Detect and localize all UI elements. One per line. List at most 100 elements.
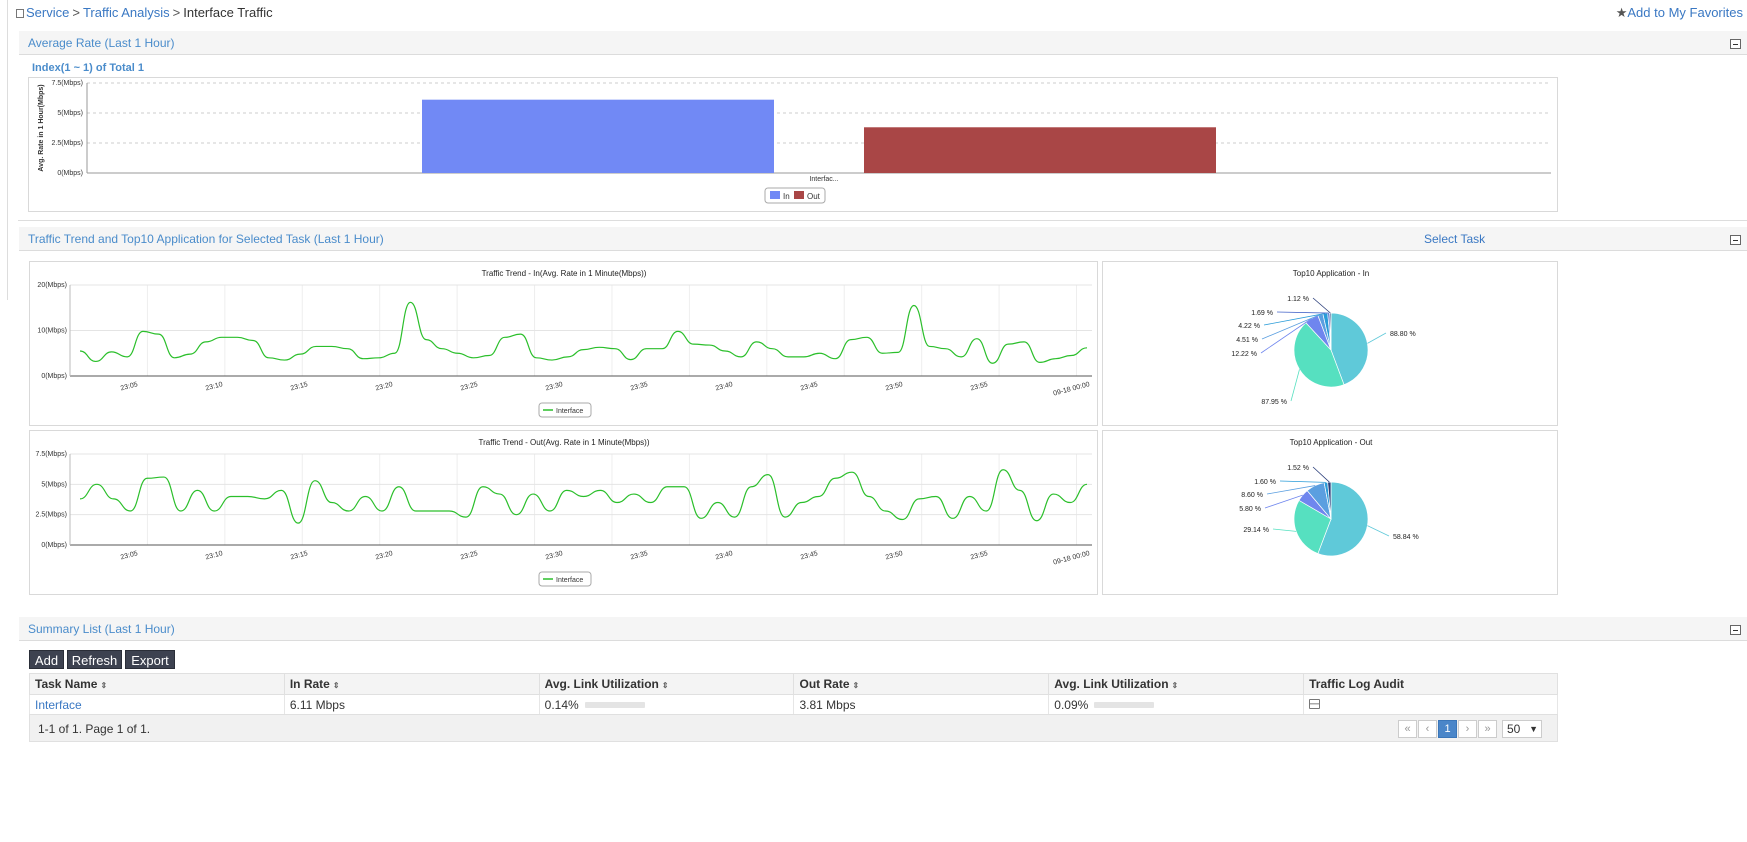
- breadcrumb-sep: >: [72, 5, 80, 20]
- col-label: In Rate: [289, 677, 330, 691]
- col-in-util[interactable]: Avg. Link Utilization ⇕: [538, 673, 795, 695]
- add-button[interactable]: Add: [29, 650, 64, 669]
- pager-text: 1-1 of 1. Page 1 of 1.: [38, 722, 151, 736]
- col-label: Avg. Link Utilization: [1054, 677, 1169, 691]
- series-line-interface: [79, 469, 1088, 524]
- last-page-button[interactable]: »: [1478, 720, 1497, 738]
- y-tick-label: 5(Mbps): [57, 110, 83, 117]
- select-task-link[interactable]: Select Task: [1424, 232, 1486, 246]
- col-task-name[interactable]: Task Name ⇕: [29, 673, 285, 695]
- divider: [18, 220, 1747, 221]
- pie-label: 29.14 %: [1243, 527, 1269, 534]
- trend-in-box: Traffic Trend - In(Avg. Rate in 1 Minute…: [29, 261, 1098, 426]
- in-util-value: 0.14%: [544, 697, 579, 712]
- x-tick-label: 23:55: [970, 550, 989, 561]
- pie-slice: [1329, 312, 1332, 351]
- x-tick-label: 23:30: [545, 381, 564, 392]
- pie-leader-line: [1312, 466, 1330, 483]
- top10-in-box: Top10 Application - In 88.80 % 87.95 % 12.2…: [1102, 261, 1558, 426]
- star-icon: ★: [1615, 5, 1628, 20]
- col-out-rate[interactable]: Out Rate ⇕: [793, 673, 1050, 695]
- legend-label-in: In: [783, 192, 790, 201]
- panel-average-rate-header: Average Rate (Last 1 Hour): [19, 31, 1747, 55]
- y-tick-label: 7.5(Mbps): [35, 451, 67, 458]
- bar-in: [422, 99, 774, 173]
- collapse-icon[interactable]: [1730, 235, 1741, 245]
- sort-icon: ⇕: [100, 681, 108, 690]
- y-axis-label: Avg. Rate in 1 Hour(Mbps): [38, 84, 45, 171]
- x-tick-label: 23:50: [885, 381, 904, 392]
- add-favorites-link[interactable]: ★Add to My Favorites: [1616, 5, 1743, 21]
- log-audit-icon[interactable]: [1309, 698, 1321, 709]
- pie-label: 4.51 %: [1236, 337, 1258, 344]
- x-tick-label: 23:35: [630, 381, 649, 392]
- collapse-icon[interactable]: [1730, 625, 1741, 635]
- breadcrumb-current: Interface Traffic: [183, 5, 273, 20]
- chart-title: Top10 Application - Out: [1290, 438, 1373, 447]
- panel-title: Summary List (Last 1 Hour): [28, 622, 175, 636]
- chevron-down-icon: ▼: [1529, 724, 1538, 734]
- breadcrumb-sep: >: [172, 5, 181, 20]
- pie-label: 87.95 %: [1261, 399, 1287, 406]
- pie-leader-line: [1260, 318, 1312, 354]
- x-tick-label: Interfac...: [809, 176, 838, 183]
- pie-label: 5.80 %: [1239, 506, 1261, 513]
- top10-out-pie: Top10 Application - Out 58.84 % 29.14 % 5.8…: [1239, 438, 1419, 557]
- legend-label-out: Out: [807, 192, 821, 201]
- top10-out-box: Top10 Application - Out 58.84 % 29.14 % 5.8…: [1102, 430, 1558, 595]
- pie-label: 8.60 %: [1241, 492, 1263, 499]
- pie-leader-line: [1261, 314, 1321, 340]
- panel-title: Traffic Trend and Top10 Application for …: [28, 232, 384, 246]
- refresh-button[interactable]: Refresh: [67, 650, 122, 669]
- pie-slice: [1293, 322, 1345, 388]
- out-util-value: 0.09%: [1054, 697, 1089, 712]
- page-size-select[interactable]: 50 ▼: [1502, 720, 1542, 738]
- col-label: Out Rate: [799, 677, 850, 691]
- page-1-button[interactable]: 1: [1438, 720, 1457, 738]
- first-page-button[interactable]: «: [1398, 720, 1417, 738]
- x-tick-label: 23:05: [120, 550, 139, 561]
- x-tick-label: 23:25: [460, 550, 479, 561]
- trend-in-chart: Traffic Trend - In(Avg. Rate in 1 Minute…: [37, 269, 1092, 418]
- legend-box: [538, 402, 592, 418]
- bar-out: [864, 127, 1216, 173]
- in-util-bar: [584, 702, 645, 709]
- x-tick-label: 23:45: [800, 381, 819, 392]
- legend-swatch-in: [770, 191, 780, 199]
- panel-title: Average Rate (Last 1 Hour): [28, 36, 175, 50]
- col-in-rate[interactable]: In Rate ⇕: [283, 673, 540, 695]
- sort-icon: ⇕: [852, 681, 860, 690]
- x-tick-label: 23:40: [715, 550, 734, 561]
- x-tick-label: 23:10: [205, 381, 224, 392]
- legend-label: Interface: [556, 408, 583, 415]
- prev-page-button[interactable]: ‹: [1418, 720, 1437, 738]
- breadcrumb-traffic-analysis[interactable]: Traffic Analysis: [82, 5, 170, 20]
- log-audit-cell: [1303, 694, 1558, 715]
- page-size-value: 50: [1507, 722, 1521, 736]
- y-tick-label: 2.5(Mbps): [35, 512, 67, 519]
- pie-leader-line: [1367, 525, 1390, 537]
- col-label: Avg. Link Utilization: [544, 677, 659, 691]
- summary-toolbar: Add Refresh Export: [29, 650, 229, 670]
- x-tick-label: 23:15: [290, 381, 309, 392]
- x-tick-label: 23:40: [715, 381, 734, 392]
- index-text: Index(1 ~ 1) of Total 1: [32, 62, 144, 74]
- out-util-bar: [1094, 702, 1155, 709]
- collapse-icon[interactable]: [1730, 39, 1741, 49]
- x-tick-label: 23:20: [375, 550, 394, 561]
- out-rate-cell: 3.81 Mbps: [793, 694, 1050, 715]
- export-button[interactable]: Export: [125, 650, 175, 669]
- task-link[interactable]: Interface: [35, 697, 82, 712]
- y-tick-label: 20(Mbps): [37, 282, 67, 289]
- sort-icon: ⇕: [332, 681, 340, 690]
- next-page-button[interactable]: ›: [1458, 720, 1477, 738]
- chart-title: Top10 Application - In: [1293, 269, 1370, 278]
- pager: 1-1 of 1. Page 1 of 1. « ‹ 1 › » 50 ▼: [29, 714, 1558, 742]
- pie-label: 1.60 %: [1254, 479, 1276, 486]
- chart-title: Traffic Trend - Out(Avg. Rate in 1 Minut…: [478, 438, 649, 447]
- breadcrumb-service[interactable]: Service: [26, 5, 70, 20]
- col-out-util[interactable]: Avg. Link Utilization ⇕: [1048, 673, 1305, 695]
- legend-box: [538, 571, 592, 587]
- left-gutter: [0, 0, 8, 300]
- in-util-cell: 0.14%: [538, 694, 795, 715]
